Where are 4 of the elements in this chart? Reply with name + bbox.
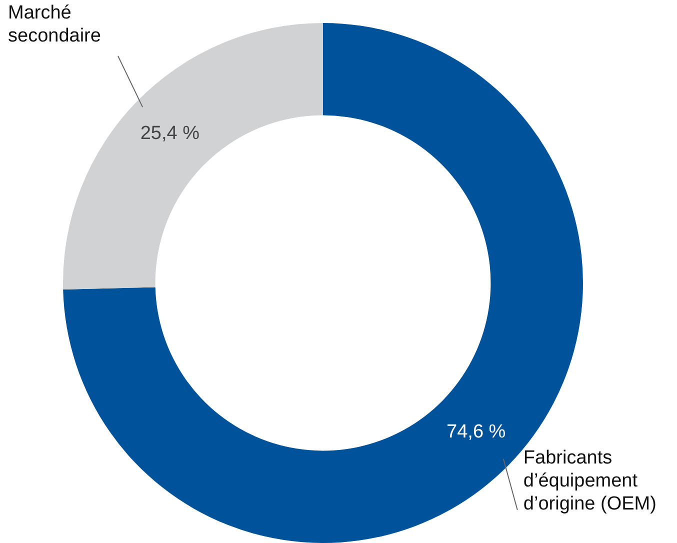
data-label: 74,6 % bbox=[446, 422, 506, 443]
data-label: 25,4 % bbox=[140, 122, 200, 144]
slice-label: Fabricants d’équipement d’origine (OEM) bbox=[523, 448, 656, 515]
slice-label: Marché secondaire bbox=[8, 2, 101, 47]
